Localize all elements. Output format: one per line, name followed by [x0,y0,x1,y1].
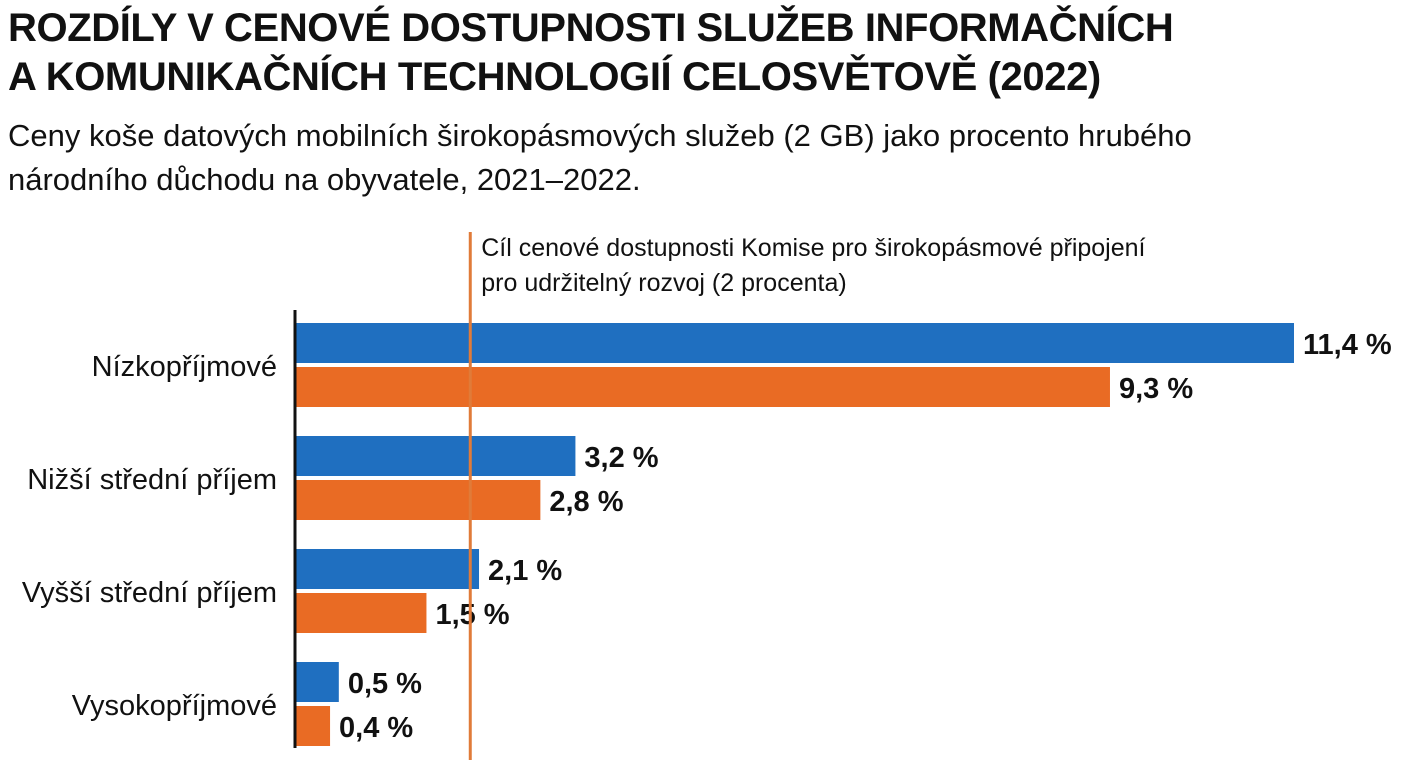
bar-value-label: 1,5 % [435,599,509,631]
bar-value-label: 2,1 % [488,555,562,587]
bar [295,436,576,476]
chart-subtitle-line2: národního důchodu na obyvatele, 2021–202… [8,162,641,197]
target-annotation-line2: pro udržitelný rozvoj (2 procenta) [481,269,846,297]
bar-value-label: 11,4 % [1303,329,1392,361]
bar [295,480,541,520]
bar [295,549,480,589]
chart-subtitle: Ceny koše datových mobilních širokopásmo… [8,114,1398,202]
bar-value-label: 0,4 % [339,712,413,744]
bar [295,662,339,702]
bar [295,706,331,746]
bar-value-label: 2,8 % [549,486,623,518]
chart-title-line2: A KOMUNIKAČNÍCH TECHNOLOGIÍ CELOSVĚTOVĚ … [8,55,1101,99]
chart-title: ROZDÍLY V CENOVÉ DOSTUPNOSTI SLUŽEB INFO… [8,4,1398,102]
category-label: Vysokopříjmové [72,690,277,722]
category-label: Nižší střední příjem [27,464,277,496]
bar-value-label: 3,2 % [584,442,658,474]
category-label: Vyšší střední příjem [22,577,277,609]
bar [295,323,1294,363]
chart-subtitle-line1: Ceny koše datových mobilních širokopásmo… [8,118,1192,153]
chart-title-line1: ROZDÍLY V CENOVÉ DOSTUPNOSTI SLUŽEB INFO… [8,6,1174,50]
category-label: Nízkopříjmové [92,351,277,383]
bar-value-label: 0,5 % [348,668,422,700]
bar [295,367,1110,407]
bar [295,593,427,633]
bar-value-label: 9,3 % [1119,373,1193,405]
target-annotation-line1: Cíl cenové dostupnosti Komise pro široko… [481,234,1145,262]
